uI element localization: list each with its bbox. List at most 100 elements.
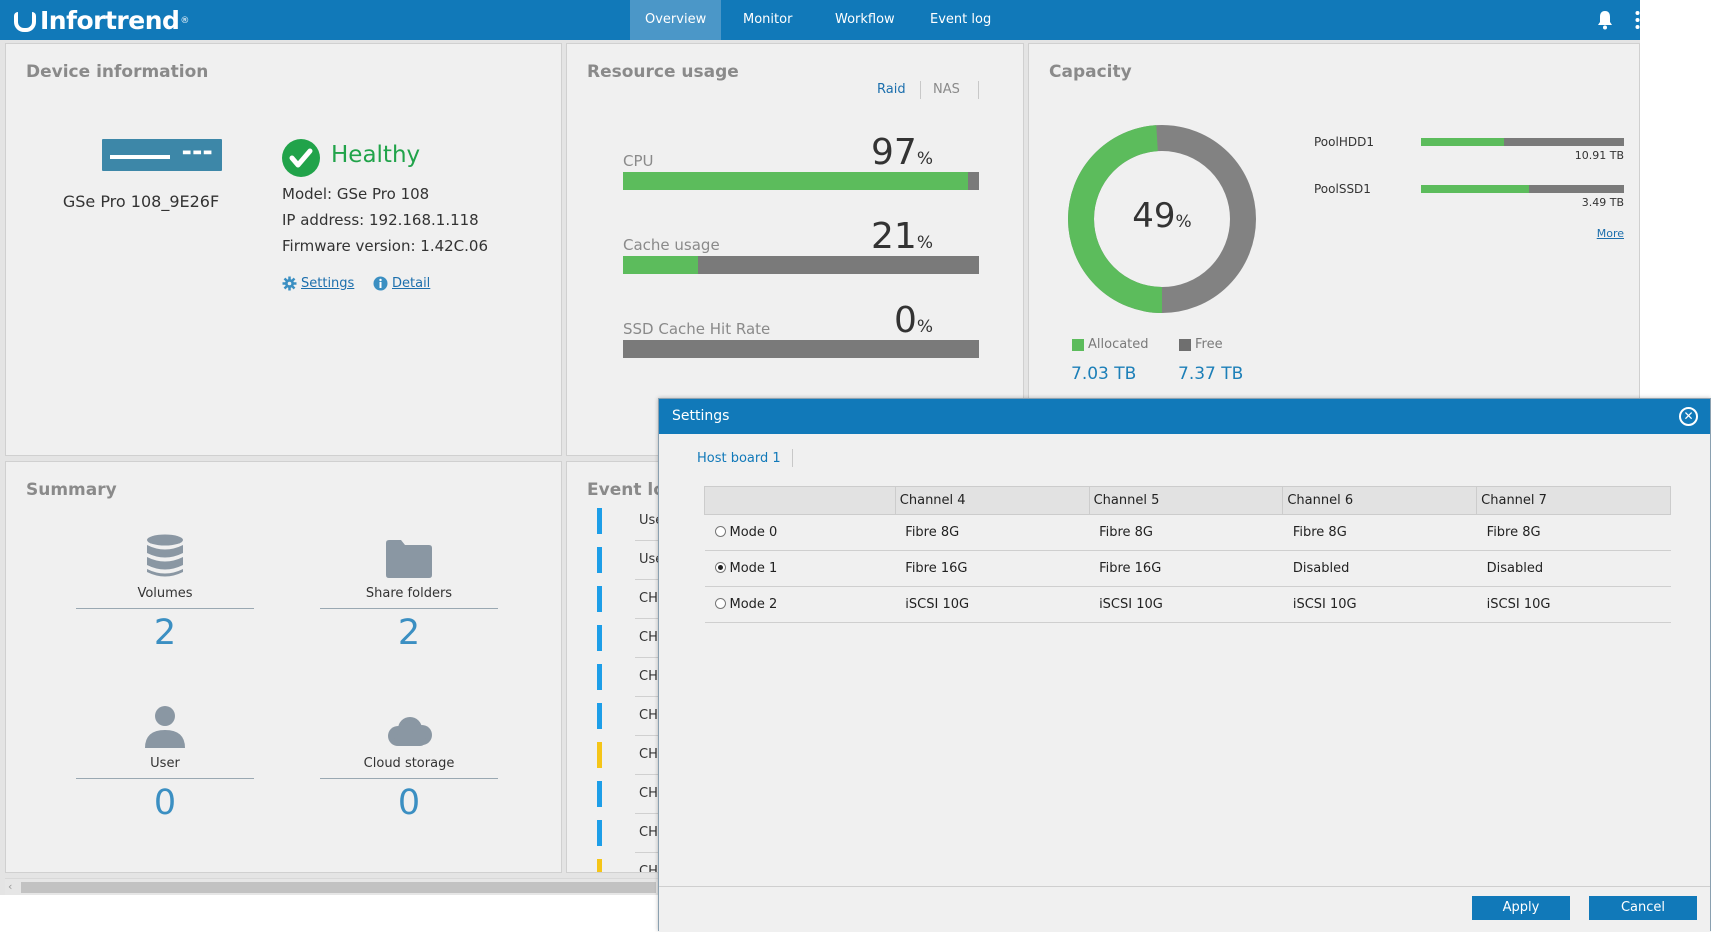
tab-workflow[interactable]: Workflow	[835, 12, 895, 27]
mode-label: Mode 0	[729, 525, 778, 540]
scrollbar-thumb[interactable]	[21, 882, 656, 893]
dialog-header: Settings ✕	[659, 399, 1710, 434]
device-ip-address: IP address: 192.168.1.118	[282, 211, 479, 229]
brand-name: Infortrend	[40, 6, 180, 35]
cache-usage-value-number: 21	[871, 216, 917, 257]
summary-cloud-storage[interactable]: Cloud storage 0	[320, 700, 498, 823]
table-cell: Fibre 8G	[1089, 514, 1283, 551]
dialog-footer: Apply Cancel	[659, 886, 1710, 932]
panel-title: Resource usage	[587, 62, 739, 82]
detail-link[interactable]: Detail	[373, 276, 430, 291]
event-log-row[interactable]: CHA	[597, 859, 687, 872]
capacity-donut-chart	[1068, 125, 1256, 313]
mode-option[interactable]: Mode 0	[704, 514, 896, 551]
capacity-panel: Capacity 49% Allocated 7.03 TB Free 7.37…	[1028, 43, 1640, 456]
tab-event-log[interactable]: Event log	[930, 12, 992, 27]
free-legend-label: Free	[1195, 337, 1223, 352]
summary-count: 2	[153, 613, 177, 653]
mode-radio[interactable]	[714, 598, 726, 609]
cpu-value: 97%	[803, 132, 933, 173]
table-cell: iSCSI 10G	[1282, 586, 1477, 623]
event-severity-marker	[597, 508, 602, 534]
device-model: Model: GSe Pro 108	[282, 185, 430, 203]
cache-usage-value: 21%	[803, 216, 933, 257]
settings-link[interactable]: Settings	[282, 276, 354, 291]
logo-icon	[14, 11, 36, 32]
tab-nas[interactable]: NAS	[933, 82, 960, 97]
cache-usage-label: Cache usage	[623, 236, 720, 254]
summary-share-folders[interactable]: Share folders 2	[320, 530, 498, 653]
free-legend-swatch	[1179, 339, 1191, 351]
capacity-percent-number: 49	[1132, 196, 1176, 236]
mode-option[interactable]: Mode 2	[704, 586, 896, 623]
cache-usage-bar	[623, 256, 979, 274]
device-name: GSe Pro 108_9E26F	[62, 192, 220, 211]
cache-usage-value-unit: %	[916, 233, 933, 253]
cancel-button[interactable]: Cancel	[1589, 896, 1697, 920]
table-cell: Fibre 8G	[1476, 514, 1671, 551]
summary-user[interactable]: User 0	[76, 700, 254, 823]
column-header: Channel 5	[1088, 486, 1284, 515]
summary-label: Cloud storage	[363, 756, 455, 771]
event-severity-marker	[597, 820, 602, 846]
more-pools-link[interactable]: More	[1596, 227, 1624, 240]
table-cell: Fibre 16G	[895, 550, 1090, 587]
cpu-usage-fill	[623, 172, 969, 190]
apply-button[interactable]: Apply	[1472, 896, 1570, 920]
mode-radio-selected[interactable]	[714, 562, 726, 573]
table-cell: iSCSI 10G	[1089, 586, 1283, 623]
pool-size: 3.49 TB	[1581, 196, 1624, 209]
ssd-cache-hit-rate-number: 0	[893, 300, 917, 341]
ssd-cache-hit-rate-value: 0%	[803, 300, 933, 341]
healthy-check-icon	[282, 139, 320, 177]
pool-name: PoolHDD1	[1314, 135, 1374, 149]
mode-label: Mode 1	[729, 561, 778, 576]
channel-mode-table: Channel 4 Channel 5 Channel 6 Channel 7 …	[704, 486, 1671, 623]
database-icon	[76, 530, 254, 578]
more-menu-icon[interactable]	[1635, 10, 1640, 34]
table-row[interactable]: Mode 1 Fibre 16G Fibre 16G Disabled Disa…	[704, 550, 1671, 587]
summary-count: 2	[397, 613, 421, 653]
tab-raid[interactable]: Raid	[877, 82, 906, 97]
allocated-arc	[1068, 125, 1256, 313]
table-cell: Disabled	[1282, 550, 1477, 587]
divider	[320, 608, 498, 609]
column-header: Channel 6	[1282, 486, 1478, 515]
settings-dialog: Settings ✕ Host board 1 Channel 4 Channe…	[658, 398, 1711, 932]
summary-label: Share folders	[365, 586, 453, 601]
table-header-row: Channel 4 Channel 5 Channel 6 Channel 7	[704, 486, 1671, 515]
close-icon[interactable]: ✕	[1679, 407, 1698, 426]
table-cell: iSCSI 10G	[1476, 586, 1671, 623]
tab-divider	[978, 81, 979, 99]
ssd-cache-hit-rate-bar	[623, 340, 979, 358]
notification-bell-icon[interactable]	[1596, 10, 1614, 34]
allocated-legend-label: Allocated	[1088, 337, 1149, 352]
user-icon	[76, 700, 254, 748]
summary-volumes[interactable]: Volumes 2	[76, 530, 254, 653]
column-header: Channel 7	[1476, 486, 1671, 515]
tab-overview[interactable]: Overview	[630, 0, 722, 40]
horizontal-scrollbar[interactable]: ‹	[5, 878, 660, 895]
brand-logo[interactable]: Infortrend ®	[14, 6, 189, 35]
tab-monitor[interactable]: Monitor	[743, 12, 793, 27]
cpu-label: CPU	[623, 152, 654, 170]
table-cell: Disabled	[1476, 550, 1671, 587]
table-cell: Fibre 8G	[1282, 514, 1477, 551]
event-severity-marker	[597, 664, 602, 690]
column-header	[704, 486, 896, 515]
event-severity-marker	[597, 781, 602, 807]
table-cell: Fibre 16G	[1089, 550, 1283, 587]
summary-label: Volumes	[137, 586, 193, 601]
app-window: Infortrend ® Overview Monitor Workflow Ev…	[0, 0, 1640, 895]
table-row[interactable]: Mode 0 Fibre 8G Fibre 8G Fibre 8G Fibre …	[704, 514, 1671, 551]
device-firmware-version: Firmware version: 1.42C.06	[282, 237, 489, 255]
settings-link-label: Settings	[301, 276, 355, 291]
pool-usage-fill	[1421, 138, 1505, 146]
table-row[interactable]: Mode 2 iSCSI 10G iSCSI 10G iSCSI 10G iSC…	[704, 586, 1671, 623]
mode-option[interactable]: Mode 1	[704, 550, 896, 587]
scroll-left-icon[interactable]: ‹	[8, 880, 13, 893]
top-navigation-bar: Infortrend ® Overview Monitor Workflow Ev…	[0, 0, 1640, 40]
tab-host-board-1[interactable]: Host board 1	[697, 451, 781, 466]
mode-radio[interactable]	[714, 526, 726, 537]
pool-usage-bar	[1421, 185, 1624, 193]
